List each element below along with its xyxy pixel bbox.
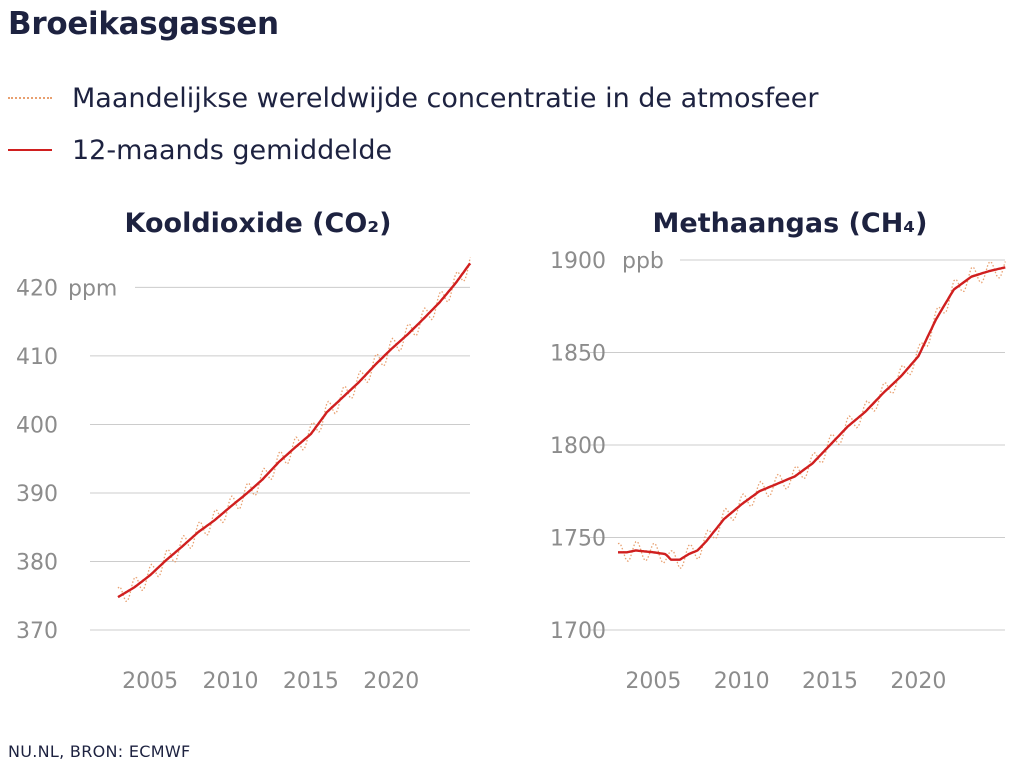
charts-area: Kooldioxide (CO₂) 370 380 390 400 410 420 ppm 20… [16, 208, 1006, 694]
page-title: Broeikasgassen [8, 6, 279, 42]
series-average-line [117, 262, 472, 599]
y-tick-label: 1850 [550, 342, 606, 367]
chart-title: Kooldioxide (CO₂) [125, 208, 392, 239]
y-tick-label: 410 [16, 345, 58, 370]
y-tick-label: 1700 [550, 619, 606, 644]
y-tick-label: 370 [16, 619, 58, 644]
x-tick-label: 2020 [890, 669, 946, 694]
y-tick-label: 390 [16, 482, 58, 507]
y-tick-label: 1800 [550, 434, 606, 459]
x-tick-label: 2020 [363, 669, 419, 694]
y-tick-label: 1900 [550, 249, 606, 274]
legend-swatch-dotted [8, 97, 52, 99]
y-unit-label: ppb [622, 249, 664, 274]
x-tick-label: 2010 [203, 669, 259, 694]
source-credit: NU.NL, BRON: ECMWF [8, 742, 191, 761]
legend-item-monthly: Maandelijkse wereldwijde concentratie in… [8, 72, 818, 124]
x-tick-label: 2005 [122, 669, 178, 694]
y-tick-label: 400 [16, 413, 58, 438]
legend-label-average: 12-maands gemiddelde [72, 134, 393, 166]
series-monthly-line [117, 257, 471, 603]
x-tick-label: 2005 [625, 669, 681, 694]
legend-item-average: 12-maands gemiddelde [8, 124, 818, 176]
y-tick-label: 420 [16, 276, 58, 301]
x-tick-label: 2015 [283, 669, 339, 694]
x-tick-label: 2010 [714, 669, 770, 694]
x-tick-label: 2015 [802, 669, 858, 694]
y-tick-label: 1750 [550, 527, 606, 552]
y-unit-label: ppm [68, 276, 117, 301]
chart-title: Methaangas (CH₄) [653, 208, 928, 239]
series-average-line [618, 266, 1006, 561]
legend: Maandelijkse wereldwijde concentratie in… [8, 72, 818, 176]
y-tick-label: 380 [16, 550, 58, 575]
legend-swatch-solid [8, 149, 52, 151]
legend-label-monthly: Maandelijkse wereldwijde concentratie in… [72, 82, 819, 114]
series-monthly-line [617, 260, 1006, 570]
